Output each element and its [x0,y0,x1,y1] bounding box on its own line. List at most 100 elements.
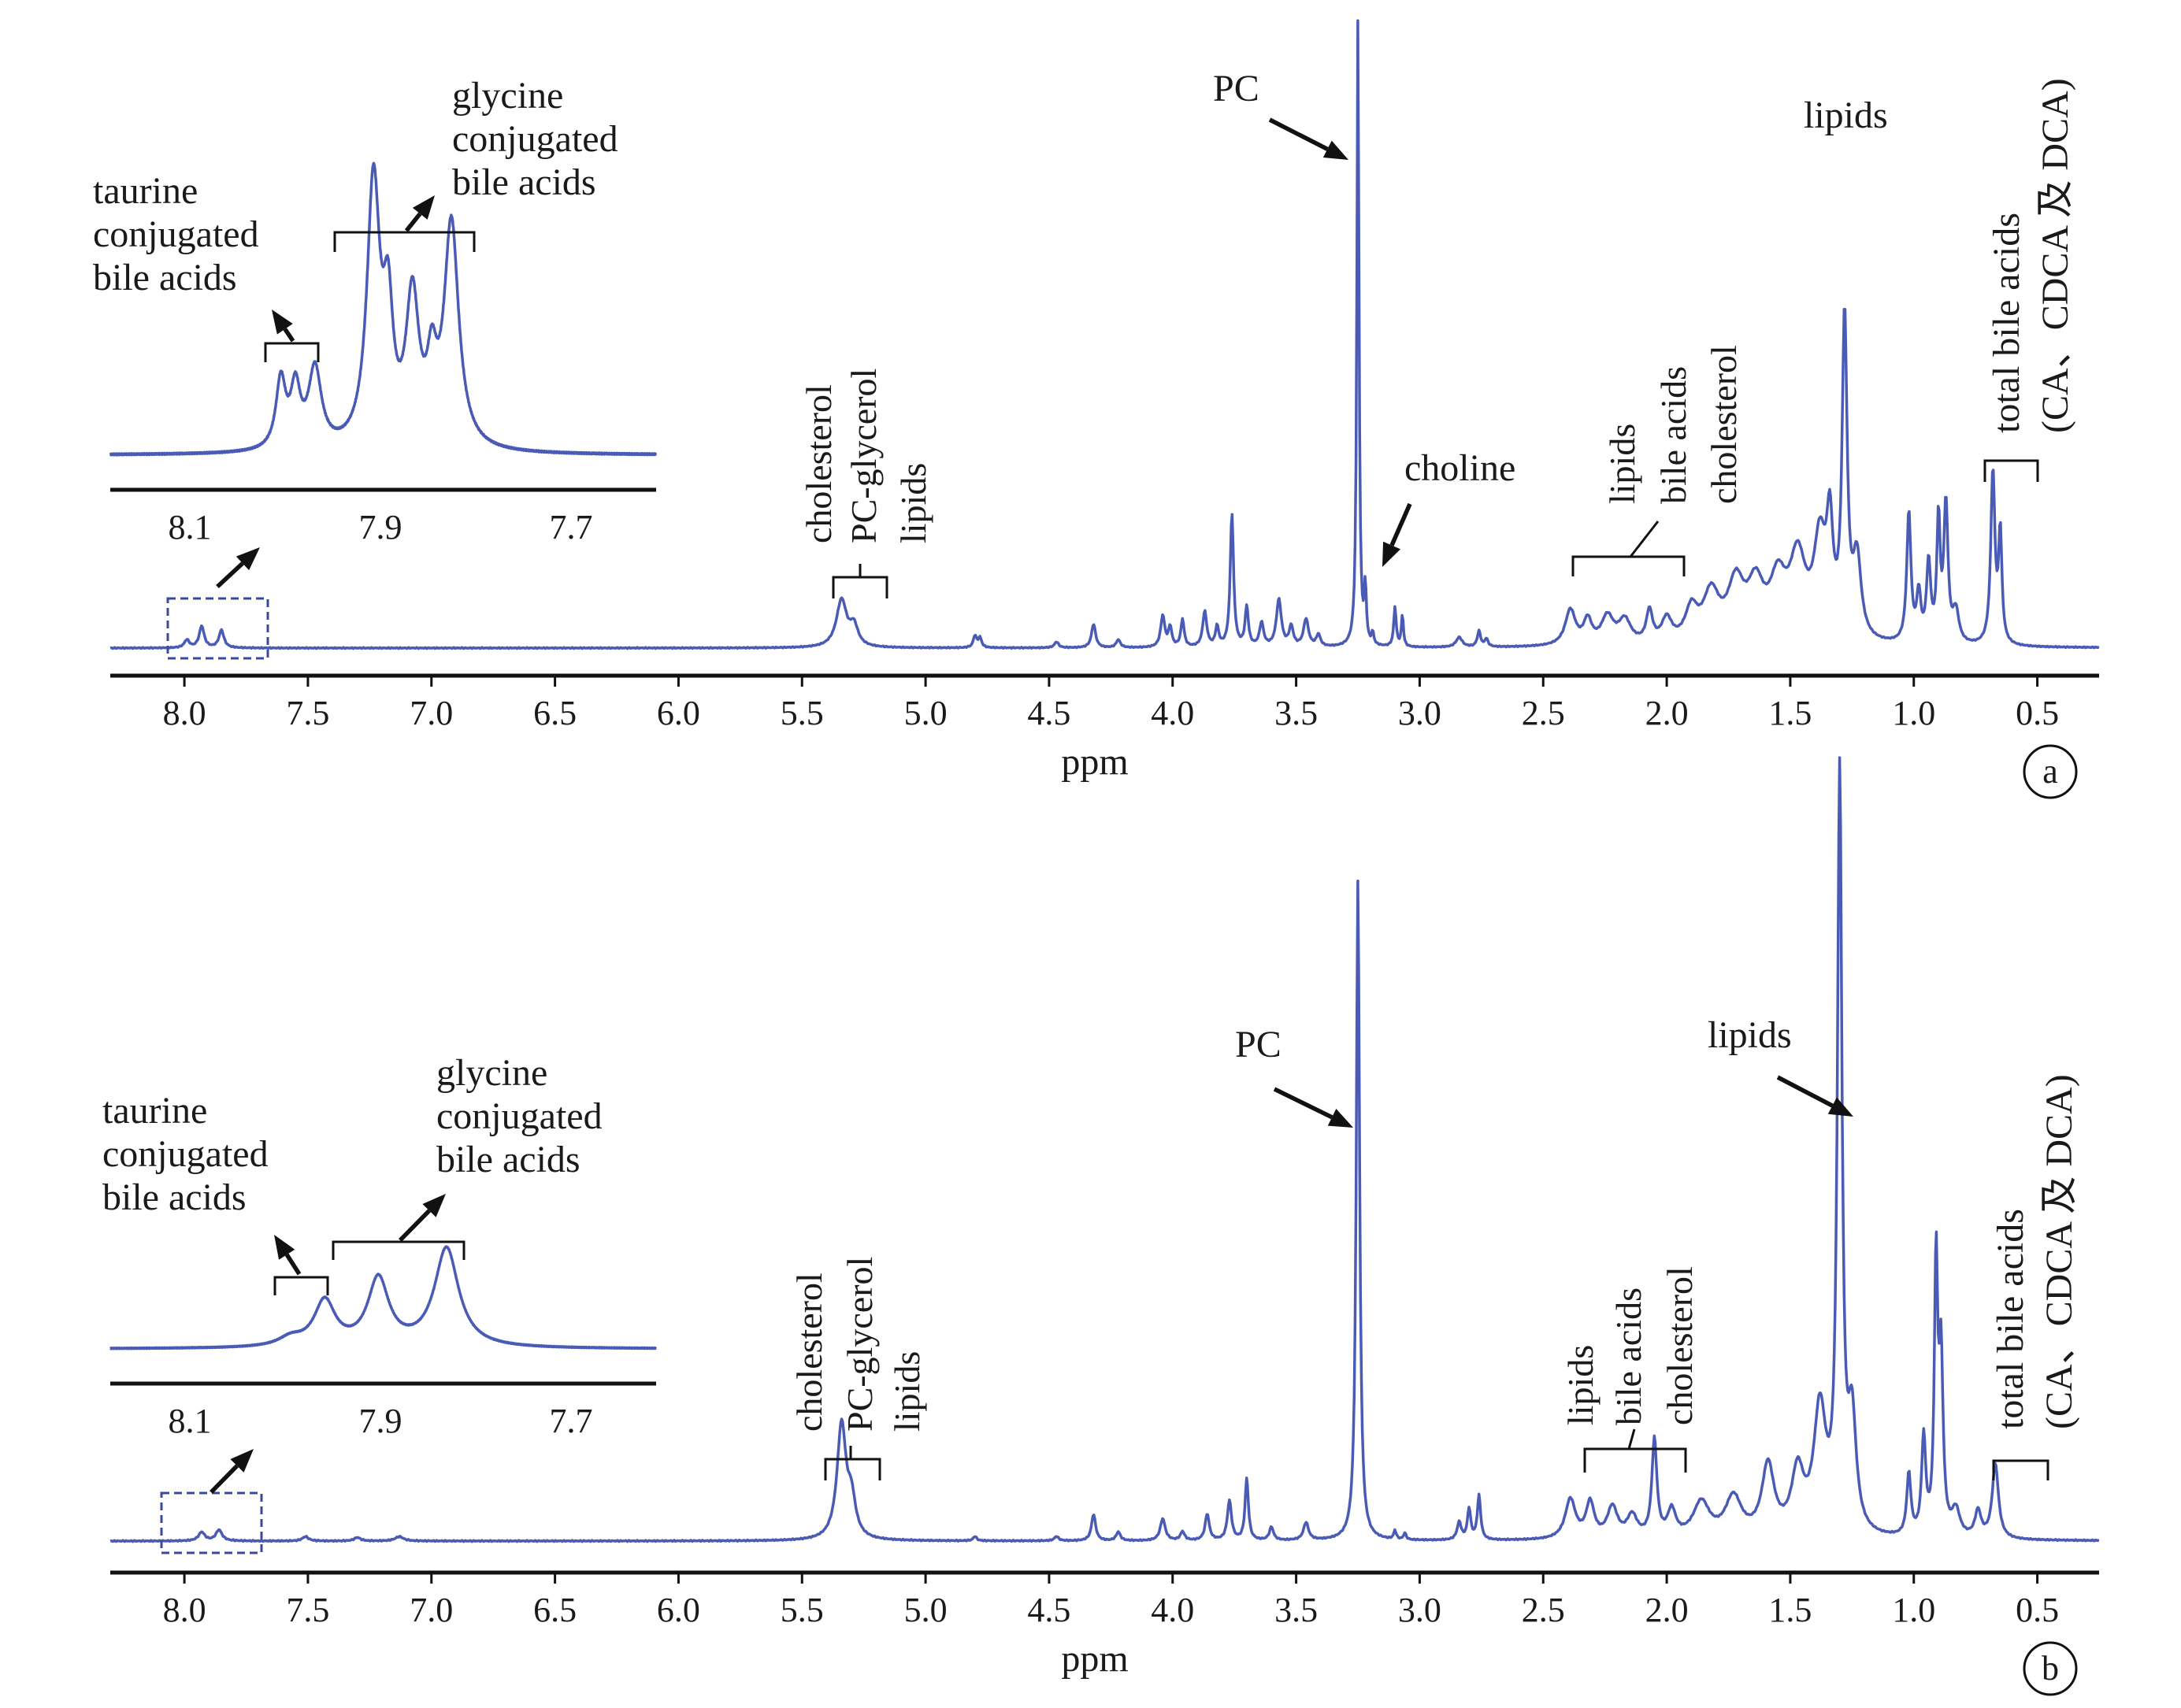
x-tick-label: 7.0 [410,1591,453,1629]
x-tick-label: 2.5 [1522,1591,1565,1629]
total-bile-acids-label: total bile acids [1990,1209,2031,1429]
zoom-arrow [210,1449,254,1494]
taurine-label-line: bile acids [102,1176,247,1218]
x-tick-label: 2.5 [1522,694,1565,732]
taurine-label-line: taurine [93,170,198,212]
choline-label: choline [1404,447,1515,489]
total-bile-acids-label: (CA、CDCA 及 DCA) [2038,1074,2080,1429]
cluster-5-3-label: PC-glycerol [840,1257,880,1432]
zoom-arrow [216,547,260,589]
pc-label: PC [1213,68,1259,109]
cluster-5-3-label: lipids [887,1351,927,1432]
x-tick-label: 6.5 [533,694,577,732]
pc-arrow [1273,1087,1353,1128]
cluster-5-3-label: lipids [893,463,933,543]
x-tick-label: 7.5 [286,694,329,732]
x-axis-label: ppm [1061,1638,1128,1680]
taurine-label-line: bile acids [93,257,237,298]
x-tick-label: 3.5 [1274,694,1318,732]
cluster-5-3-label: cholesterol [799,384,839,543]
spectrum-panel-a: 8.0 7.5 7.0 6.5 6.0 5.5 5.0 4.5 4.0 3.5 3.0 2.5 2.0 1… [93,19,2100,799]
x-tick-label: 3.0 [1398,694,1441,732]
total-bile-acids-label: total bile acids [1986,213,2027,433]
cluster-2-2-bracket [1571,521,1686,576]
cluster-2-2-label: lipids [1602,424,1642,504]
taurine-arrow [272,309,295,343]
spectrum-panel-b: 8.0 7.5 7.0 6.5 6.0 5.5 5.0 4.5 4.0 3.5 3.0 2.5 2.0 1… [102,756,2100,1696]
inset-tick-label: 7.9 [359,1402,402,1440]
cluster-5-3-label: cholesterol [789,1273,829,1432]
x-tick-label: 1.5 [1768,694,1812,732]
x-tick-label: 2.0 [1645,1591,1689,1629]
x-axis-label: ppm [1061,741,1128,783]
lipids-label: lipids [1804,94,1888,136]
inset-tick-label: 8.1 [169,1402,212,1440]
glycine-arrow [404,195,435,232]
pc-arrow [1268,117,1348,160]
cluster-2-2-label: bile acids [1608,1287,1649,1425]
total-bile-bracket [1983,459,2039,482]
glycine-label-line: bile acids [452,161,596,203]
cluster-2-2-bracket [1583,1428,1687,1473]
inset-spectrum-line [109,161,658,457]
x-tick-label: 6.0 [657,1591,700,1629]
glycine-label-line: conjugated [452,118,618,160]
panel-label-circle [2023,744,2078,799]
x-tick-label: 8.0 [163,694,206,732]
x-tick-label: 0.5 [2016,1591,2059,1629]
taurine-label-line: conjugated [93,213,259,255]
x-tick-label: 1.5 [1768,1591,1812,1629]
inset-spectrum-line [109,1245,658,1350]
cluster-5-3-label: PC-glycerol [844,369,884,543]
x-tick-label: 7.5 [286,1591,329,1629]
inset-tick-label: 7.7 [550,508,593,546]
pc-label: PC [1235,1024,1282,1065]
glycine-bracket [332,1240,466,1260]
x-tick-label: 5.0 [904,694,948,732]
x-tick-label: 6.0 [657,694,700,732]
cluster-2-2-label: bile acids [1653,366,1693,504]
zoom-region-box [166,597,269,660]
glycine-bracket [333,231,476,252]
choline-arrow [1382,502,1412,567]
x-tick-label: 4.0 [1151,1591,1194,1629]
glycine-arrow [399,1194,446,1242]
x-tick-label: 3.0 [1398,1591,1441,1629]
taurine-bracket [264,342,320,362]
x-tick-label: 7.0 [410,694,453,732]
total-bile-acids-label: (CA、CDCA 及 DCA) [2034,78,2076,433]
cluster-2-2-label: cholesterol [1704,345,1744,504]
panel-label: b [2042,1649,2059,1688]
x-tick-label: 3.5 [1274,1591,1318,1629]
x-tick-label: 1.0 [1892,694,1935,732]
inset-tick-label: 7.9 [359,508,402,546]
x-tick-label: 1.0 [1892,1591,1935,1629]
inset-tick-label: 8.1 [169,508,212,546]
x-tick-label: 5.5 [781,694,824,732]
inset-tick-label: 7.7 [550,1402,593,1440]
panel-label-circle [2023,1641,2078,1696]
x-tick-label: 6.5 [533,1591,577,1629]
x-tick-label: 5.5 [781,1591,824,1629]
lipids-arrow [1776,1075,1853,1117]
taurine-label-line: taurine [102,1090,207,1132]
cluster-2-2-label: lipids [1560,1345,1601,1425]
taurine-arrow [274,1235,302,1276]
taurine-bracket [273,1276,329,1295]
glycine-label-line: conjugated [436,1095,603,1137]
zoom-region-box [160,1491,263,1554]
cluster-5-3-bracket [832,564,888,598]
x-tick-label: 4.0 [1151,694,1194,732]
x-tick-label: 0.5 [2016,694,2059,732]
panel-label: a [2042,752,2058,791]
x-tick-label: 4.5 [1027,1591,1070,1629]
main-spectrum-line-b [109,756,2100,1543]
glycine-label-line: glycine [452,75,563,117]
x-tick-label: 2.0 [1645,694,1689,732]
lipids-label: lipids [1708,1014,1792,1056]
cluster-2-2-label: cholesterol [1660,1266,1700,1425]
x-tick-label: 8.0 [163,1591,206,1629]
x-tick-label: 4.5 [1027,694,1070,732]
taurine-label-line: conjugated [102,1133,269,1175]
